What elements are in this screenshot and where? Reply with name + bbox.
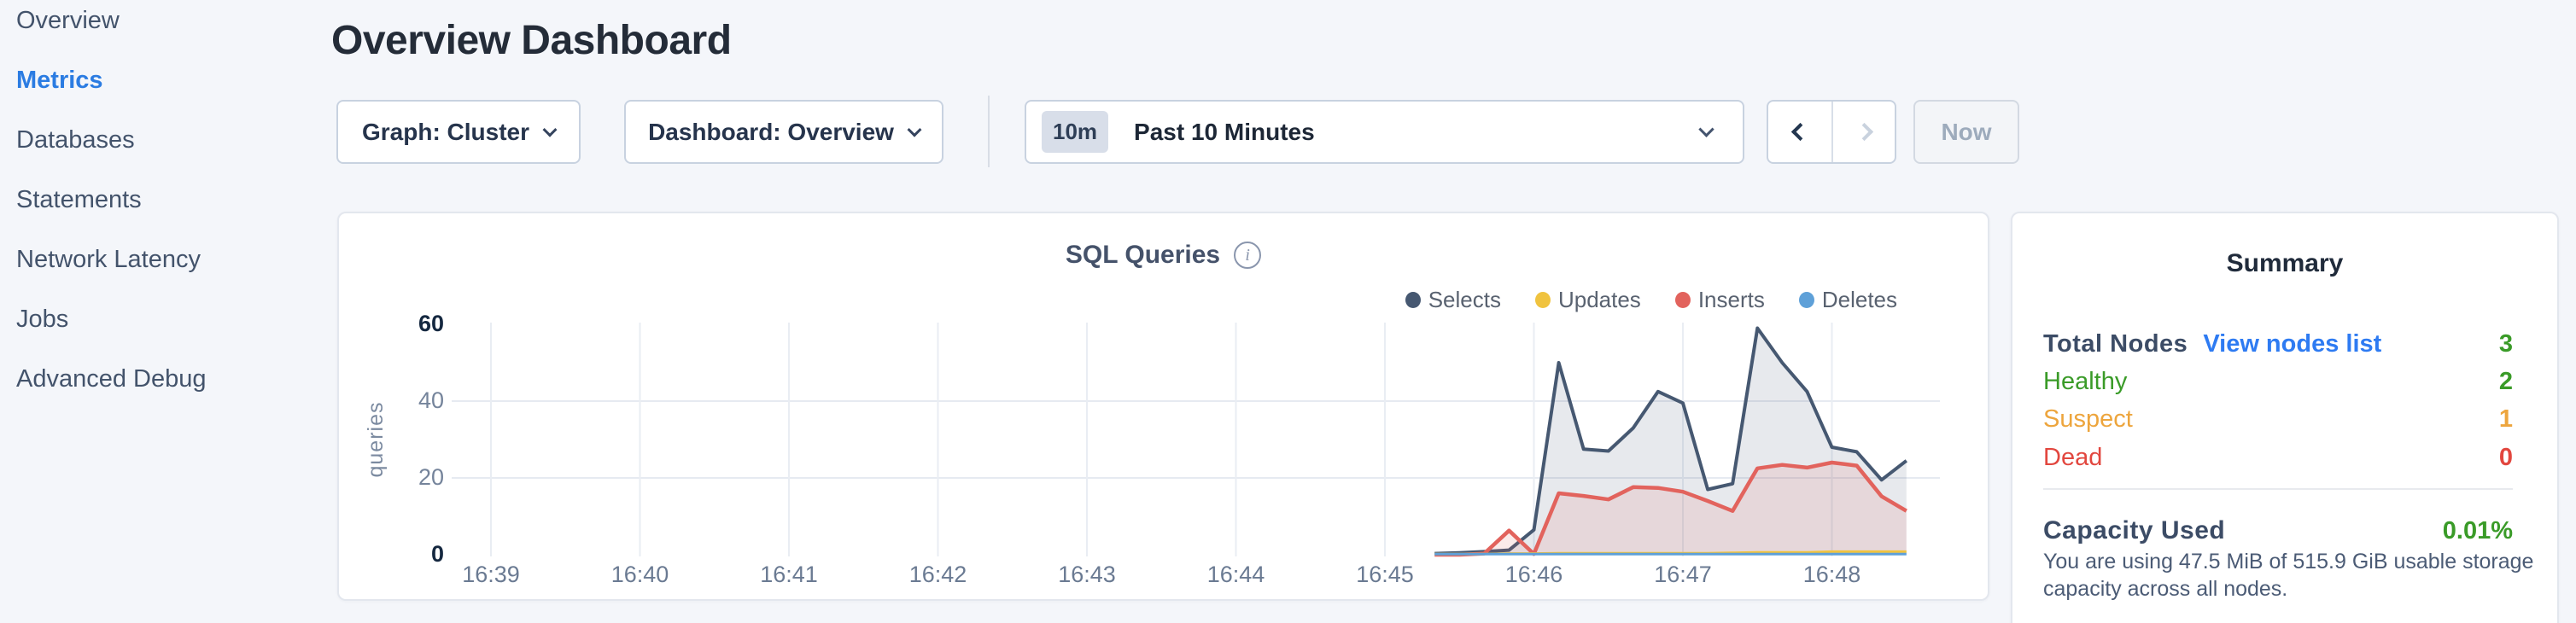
x-tick-label: 16:44 bbox=[1206, 562, 1265, 587]
legend-label: Updates bbox=[1557, 287, 1641, 312]
status-value: 1 bbox=[2498, 405, 2513, 433]
legend-label: Deletes bbox=[1821, 287, 1897, 312]
time-range-label: Past 10 Minutes bbox=[1134, 118, 1315, 145]
x-tick-label: 16:43 bbox=[1058, 562, 1116, 587]
status-label: Suspect bbox=[2043, 405, 2133, 433]
capacity-used-value: 0.01% bbox=[2442, 516, 2513, 544]
dashboard-dropdown[interactable]: Dashboard: Overview bbox=[624, 100, 943, 164]
sidebar-item-overview[interactable]: Overview bbox=[16, 6, 120, 34]
x-tick-label: 16:47 bbox=[1654, 562, 1712, 587]
status-value: 0 bbox=[2498, 443, 2513, 471]
sidebar-item-databases[interactable]: Databases bbox=[16, 125, 135, 154]
total-nodes-row: Total Nodes View nodes list 3 bbox=[2043, 329, 2513, 359]
controls-divider bbox=[988, 96, 990, 167]
status-row-suspect: Suspect 1 bbox=[2043, 405, 2513, 435]
x-tick-label: 16:46 bbox=[1504, 562, 1563, 587]
sidebar-item-statements[interactable]: Statements bbox=[16, 185, 142, 213]
sidebar: Overview Metrics Databases Statements Networ… bbox=[0, 0, 324, 623]
sidebar-item-metrics[interactable]: Metrics bbox=[16, 66, 103, 94]
chevron-right-icon bbox=[1855, 122, 1873, 142]
sidebar-nav-list: Overview Metrics Databases Statements Networ… bbox=[16, 0, 207, 409]
series-area-inserts bbox=[1434, 463, 1907, 555]
legend-dot-icon bbox=[1674, 292, 1691, 308]
legend-item-updates: Updates bbox=[1534, 287, 1641, 313]
summary-panel: Summary Total Nodes View nodes list 3 He… bbox=[2011, 212, 2559, 623]
status-row-healthy: Healthy 2 bbox=[2043, 366, 2513, 397]
sidebar-item-network-latency[interactable]: Network Latency bbox=[16, 245, 201, 273]
graph-dropdown[interactable]: Graph: Cluster bbox=[336, 100, 581, 164]
status-label: Dead bbox=[2043, 443, 2103, 471]
legend-dot-icon bbox=[1534, 292, 1551, 308]
step-back-button[interactable] bbox=[1768, 102, 1831, 162]
y-tick-label: 20 bbox=[418, 464, 444, 490]
time-step-buttons bbox=[1767, 100, 1896, 164]
time-range-selector[interactable]: 10m Past 10 Minutes bbox=[1025, 100, 1744, 164]
chart-legend: Selects Updates Inserts Deletes bbox=[1405, 287, 1897, 313]
total-nodes-value: 3 bbox=[2498, 329, 2513, 358]
chevron-left-icon bbox=[1790, 122, 1809, 142]
sql-queries-plot bbox=[452, 323, 1940, 557]
dashboard-dropdown-label: Dashboard: Overview bbox=[648, 118, 894, 145]
summary-title: Summary bbox=[2226, 249, 2344, 277]
legend-item-deletes: Deletes bbox=[1798, 287, 1897, 313]
sql-queries-chart-card: SQL Queries i Selects Updates Inserts Delet… bbox=[337, 212, 1989, 601]
chevron-down-icon bbox=[907, 122, 922, 137]
capacity-description: You are using 47.5 MiB of 515.9 GiB usab… bbox=[2043, 550, 2534, 601]
series-line-inserts bbox=[1434, 460, 1907, 557]
capacity-used-row: Capacity Used 0.01% bbox=[2043, 515, 2513, 546]
total-nodes-label: Total Nodes bbox=[2043, 329, 2188, 358]
legend-item-inserts: Inserts bbox=[1674, 287, 1765, 313]
legend-dot-icon bbox=[1798, 292, 1814, 308]
series-line-selects bbox=[1434, 326, 1908, 556]
y-tick-label: 60 bbox=[418, 311, 444, 336]
now-button[interactable]: Now bbox=[1913, 100, 2019, 164]
info-icon[interactable]: i bbox=[1234, 242, 1262, 269]
sidebar-item-jobs[interactable]: Jobs bbox=[16, 305, 69, 333]
summary-divider bbox=[2043, 488, 2513, 490]
page-title: Overview Dashboard bbox=[331, 18, 732, 63]
x-tick-label: 16:48 bbox=[1802, 562, 1861, 587]
legend-dot-icon bbox=[1405, 292, 1421, 308]
legend-label: Inserts bbox=[1697, 287, 1765, 312]
series-area-selects bbox=[1434, 328, 1907, 555]
legend-item-selects: Selects bbox=[1405, 287, 1501, 313]
chevron-down-icon bbox=[1698, 121, 1714, 137]
graph-dropdown-label: Graph: Cluster bbox=[361, 118, 530, 145]
x-tick-label: 16:45 bbox=[1356, 562, 1414, 587]
step-forward-button[interactable] bbox=[1831, 102, 1895, 162]
chart-title-row: SQL Queries i bbox=[339, 241, 1988, 270]
x-tick-label: 16:40 bbox=[610, 562, 669, 587]
capacity-used-label: Capacity Used bbox=[2043, 516, 2226, 544]
y-tick-label: 40 bbox=[418, 387, 444, 413]
sidebar-item-advanced-debug[interactable]: Advanced Debug bbox=[16, 364, 207, 393]
view-nodes-list-link[interactable]: View nodes list bbox=[2203, 329, 2382, 358]
time-range-badge: 10m bbox=[1042, 111, 1109, 153]
legend-label: Selects bbox=[1428, 287, 1501, 312]
x-tick-label: 16:41 bbox=[760, 562, 818, 587]
status-label: Healthy bbox=[2043, 367, 2128, 395]
chart-title: SQL Queries bbox=[1065, 241, 1221, 269]
chevron-down-icon bbox=[542, 122, 558, 137]
status-row-dead: Dead 0 bbox=[2043, 442, 2513, 473]
x-tick-label: 16:42 bbox=[908, 562, 967, 587]
y-tick-label: 0 bbox=[430, 541, 444, 567]
status-value: 2 bbox=[2498, 367, 2513, 395]
x-tick-label: 16:39 bbox=[462, 562, 520, 587]
